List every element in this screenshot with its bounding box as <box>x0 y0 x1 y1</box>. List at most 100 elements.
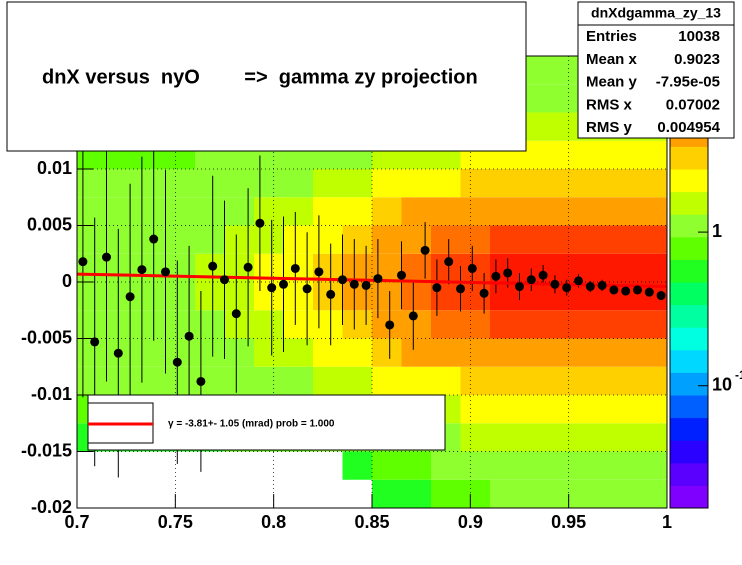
z-tick-label: 10 <box>712 374 732 394</box>
heat-cell <box>460 225 490 254</box>
colorbar-cell <box>670 372 708 396</box>
heat-cell <box>372 338 402 367</box>
profile-point <box>349 279 359 289</box>
heat-cell <box>460 338 490 367</box>
heat-cell <box>608 338 638 367</box>
stats-label: Mean x <box>586 51 638 68</box>
heat-cell <box>578 479 608 508</box>
heat-cell <box>224 225 254 254</box>
stats-label: RMS x <box>586 96 633 113</box>
heat-cell <box>224 169 254 198</box>
heat-cell <box>608 395 638 424</box>
heat-cell <box>313 169 343 198</box>
heat-cell <box>608 451 638 480</box>
heat-cell <box>549 56 579 85</box>
heat-cell <box>549 479 579 508</box>
heat-cell <box>490 395 520 424</box>
heat-cell <box>283 338 313 367</box>
x-tick-label: 0.7 <box>64 512 89 532</box>
y-tick-label: -0.02 <box>31 497 72 517</box>
heat-cell <box>372 169 402 198</box>
stats-box <box>577 1 735 139</box>
colorbar-cell <box>670 395 708 419</box>
x-tick-label: 0.95 <box>551 512 586 532</box>
heat-cell <box>460 169 490 198</box>
heat-cell <box>77 366 107 395</box>
profile-point <box>113 348 123 358</box>
heat-cell <box>195 169 225 198</box>
heat-cell <box>254 338 284 367</box>
heat-cell <box>637 366 667 395</box>
heat-cell <box>549 366 579 395</box>
heat-cell <box>136 169 166 198</box>
profile-point <box>609 285 619 295</box>
heat-cell <box>578 338 608 367</box>
z-tick-exponent: -1 <box>735 368 742 382</box>
heat-cell <box>401 282 431 311</box>
heat-cell <box>460 451 490 480</box>
heat-cell <box>608 140 638 169</box>
stats-value: 0.004954 <box>657 119 720 136</box>
heat-cell <box>283 310 313 339</box>
heat-cell <box>549 395 579 424</box>
heat-cell <box>431 197 461 226</box>
profile-point <box>503 268 513 278</box>
heat-cell <box>519 338 549 367</box>
profile-point <box>562 283 572 293</box>
heat-cell <box>401 338 431 367</box>
heat-cell <box>254 169 284 198</box>
heat-cell <box>195 225 225 254</box>
profile-point <box>397 270 406 280</box>
z-tick-label: 1 <box>712 221 722 241</box>
profile-point <box>102 252 111 262</box>
profile-point <box>444 257 454 267</box>
heat-cell <box>165 169 195 198</box>
y-tick-label: -0.01 <box>31 384 72 404</box>
heat-cell <box>549 225 579 254</box>
heat-cell <box>608 310 638 339</box>
stats-value: 10038 <box>678 28 720 45</box>
stats-label: Mean y <box>586 74 638 91</box>
x-tick-label: 1 <box>662 512 672 532</box>
profile-point <box>255 218 265 228</box>
heat-cell <box>106 253 136 282</box>
heat-cell <box>490 169 520 198</box>
profile-point <box>538 270 548 280</box>
heat-cell <box>431 253 461 282</box>
heat-cell <box>549 423 579 452</box>
heat-cell <box>549 84 579 113</box>
heat-cell <box>136 338 166 367</box>
heat-cell <box>519 169 549 198</box>
heat-cell <box>549 338 579 367</box>
heat-cell <box>578 225 608 254</box>
heat-cell <box>77 282 107 311</box>
heat-cell <box>106 310 136 339</box>
heat-cell <box>460 310 490 339</box>
heat-cell <box>637 310 667 339</box>
stats-label: RMS y <box>586 119 633 136</box>
profile-point <box>456 284 465 294</box>
heat-cell <box>608 225 638 254</box>
heat-cell <box>460 197 490 226</box>
heat-cell <box>431 366 461 395</box>
heat-cell <box>490 451 520 480</box>
heat-cell <box>490 479 520 508</box>
y-tick-label: 0 <box>62 271 72 291</box>
heat-cell <box>490 310 520 339</box>
heat-cell <box>342 169 372 198</box>
heat-cell <box>195 197 225 226</box>
heat-cell <box>401 253 431 282</box>
heat-cell <box>283 225 313 254</box>
profile-point <box>125 292 135 302</box>
heat-cell <box>637 169 667 198</box>
heat-cell <box>549 169 579 198</box>
profile-point <box>574 276 583 286</box>
heat-cell <box>608 169 638 198</box>
profile-point <box>550 279 560 289</box>
heat-cell <box>519 225 549 254</box>
heat-cell <box>313 310 343 339</box>
heat-cell <box>401 451 431 480</box>
heat-cell <box>313 225 343 254</box>
profile-point <box>585 282 595 292</box>
heat-cell <box>578 423 608 452</box>
